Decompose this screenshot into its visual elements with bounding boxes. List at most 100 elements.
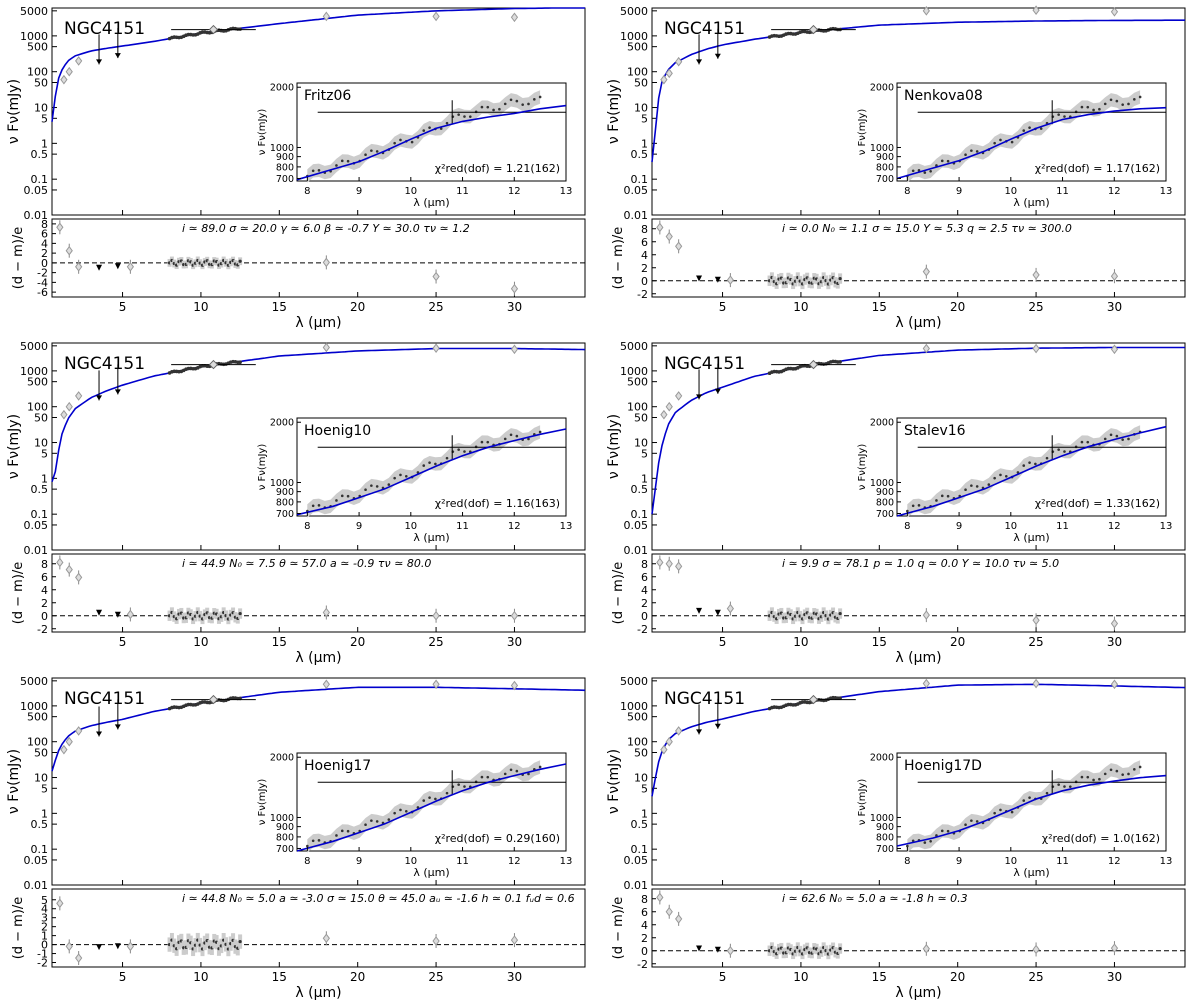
inset-spectrum-point [1057, 448, 1060, 451]
inset-spectrum-point [340, 494, 344, 498]
resid-spectrum-point [838, 611, 842, 616]
sed-photometry-point [660, 744, 668, 755]
sed-upper-limit-arrow [114, 53, 121, 59]
inset-x-tick-label: 11 [456, 521, 469, 532]
inset-spectrum-point [335, 164, 338, 167]
inset-x-tick-label: 13 [560, 856, 573, 867]
resid-point [1032, 270, 1040, 280]
resid-y-tick-label: -2 [37, 623, 48, 636]
inset-spectrum-point [404, 809, 408, 813]
resid-x-tick-label: 25 [1028, 635, 1043, 649]
inset-y-axis-label: ν Fν(mJy) [857, 444, 868, 491]
sed-y-axis-label: ν Fν(mJy) [6, 749, 22, 814]
inset-spectrum-point [422, 464, 426, 467]
sed-photometry-point [1110, 679, 1119, 690]
inset-x-tick-label: 10 [1004, 186, 1017, 197]
inset-spectrum-point [975, 820, 979, 823]
resid-y-tick-label: 4 [41, 237, 48, 250]
resid-y-tick-label: 6 [41, 571, 48, 584]
resid-point [665, 231, 673, 242]
inset-y-tick-label: 900 [276, 152, 294, 163]
inset-y-tick-label: 2000 [270, 418, 294, 429]
inset-spectrum-point [468, 115, 472, 118]
resid-spectrum-point [238, 611, 242, 616]
resid-point [65, 564, 73, 575]
model-parameters: i ≃ 9.9 σ ≃ 78.1 p ≃ 1.0 q ≃ 0.0 Y ≃ 10.… [782, 557, 1059, 570]
inset-spectrum-point [1127, 102, 1130, 106]
model-parameters: i ≃ 0.0 N₀ ≃ 1.1 σ ≃ 15.0 Y ≃ 5.3 q ≃ 2.… [782, 222, 1072, 235]
resid-upper-limit [696, 607, 703, 614]
inset-spectrum-point [975, 150, 979, 153]
resid-x-tick-label: 10 [793, 300, 808, 314]
inset-x-tick-label: 10 [404, 186, 417, 197]
sed-y-tick-label: 500 [627, 41, 648, 54]
inset-spectrum-point [445, 121, 449, 125]
inset-y-tick-label: 800 [876, 162, 894, 173]
sed-y-tick-label: 50 [634, 76, 648, 89]
resid-y-tick-label: -2 [637, 288, 648, 301]
inset-y-tick-label: 700 [276, 844, 294, 855]
inset-spectrum-point [929, 170, 932, 173]
inset-spectrum-point [1103, 102, 1107, 106]
inset-x-tick-label: 9 [356, 856, 362, 867]
inset-spectrum-point [1098, 107, 1101, 111]
sed-y-tick-label: 50 [34, 411, 48, 424]
inset-y-tick-label: 2000 [870, 418, 894, 429]
resid-point [1032, 944, 1040, 955]
resid-upper-limit [114, 611, 121, 618]
resid-point [56, 557, 64, 568]
resid-point [656, 892, 664, 903]
inset-spectrum-point [410, 140, 414, 144]
sed-photometry-point [665, 401, 673, 412]
resid-x-tick-label: 25 [1028, 970, 1043, 984]
inset-spectrum-point [486, 105, 490, 109]
sed-photometry-point [1032, 678, 1040, 689]
inset-y-axis-label: ν Fν(mJy) [857, 779, 868, 826]
resid-x-tick-label: 15 [872, 970, 887, 984]
inset-model-curve [296, 104, 567, 181]
inset-model-curve [296, 428, 567, 516]
inset-spectrum-point [946, 494, 950, 498]
inset-spectrum-point [1121, 773, 1124, 776]
model-parameters: i ≃ 62.6 N₀ ≃ 5.0 a ≃ -1.8 h ≃ 0.3 [782, 892, 968, 905]
inset-spectrum-point [1063, 115, 1066, 118]
inset-y-tick-label: 2000 [270, 753, 294, 764]
inset-x-tick-label: 13 [1160, 186, 1173, 197]
inset-x-tick-label: 10 [404, 856, 417, 867]
sed-y-tick-label: 1 [641, 137, 648, 150]
inset-spectrum-point [527, 772, 530, 776]
resid-point [322, 257, 330, 268]
inset-y-tick-label: 900 [276, 822, 294, 833]
inset-spectrum-point [445, 791, 449, 795]
resid-upper-limit [114, 943, 121, 950]
inset-spectrum-point [335, 499, 338, 502]
inset-spectrum-point [428, 796, 431, 799]
sed-y-tick-label: 100 [627, 736, 648, 749]
inset-spectrum-point [964, 488, 967, 492]
inset-spectrum-point [1016, 471, 1020, 474]
inset-spectrum-point [1098, 777, 1101, 781]
resid-y-tick-label: 4 [641, 919, 648, 932]
resid-point [726, 945, 735, 956]
sed-y-axis-label: ν Fν(mJy) [606, 414, 622, 479]
inset-spectrum-point [1103, 437, 1107, 441]
inset-x-tick-label: 11 [456, 856, 469, 867]
sed-broad-point [208, 359, 219, 370]
sed-photometry-point [922, 678, 930, 689]
resid-y-tick-label: 2 [41, 921, 48, 934]
sed-y-tick-label: 0.01 [624, 209, 649, 222]
inset-y-axis-label: ν Fν(mJy) [257, 109, 268, 156]
inset-spectrum-point [498, 107, 501, 111]
sed-photometry-point [65, 401, 73, 412]
resid-point [56, 898, 64, 909]
sed-y-tick-label: 10 [634, 102, 648, 115]
sed-y-tick-label: 0.5 [631, 148, 649, 161]
model-parameters: i ≃ 44.9 N₀ ≃ 7.5 θ ≃ 57.0 a ≃ -0.9 τν ≃… [182, 557, 431, 570]
resid-x-tick-label: 15 [272, 970, 287, 984]
inset-spectrum-point [387, 818, 391, 821]
sed-y-tick-label: 5 [41, 782, 48, 795]
inset-x-axis-label: λ (μm) [413, 196, 449, 209]
sed-frame [651, 677, 1186, 886]
